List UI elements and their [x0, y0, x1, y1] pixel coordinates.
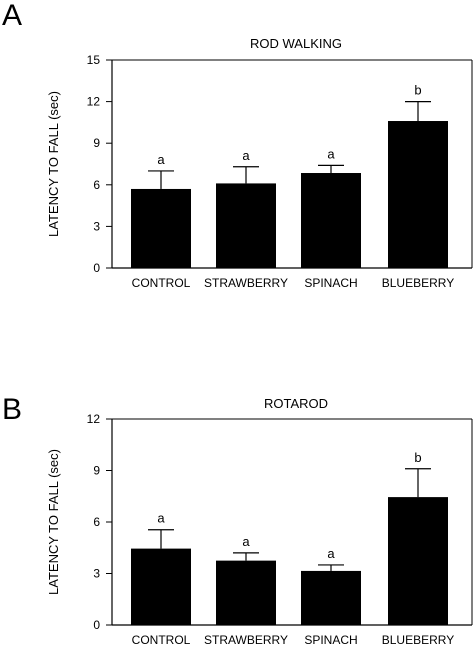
significance-label: a [157, 511, 165, 526]
panel-letter: B [2, 393, 23, 426]
y-axis-label: LATENCY TO FALL (sec) [46, 449, 61, 595]
significance-label: a [242, 148, 250, 163]
y-tick-label: 9 [93, 464, 100, 478]
rod-walking-chart: ROD WALKING 0 3 6 9 12 15 LATENCY TO FALL (sec)… [46, 36, 473, 290]
bar [131, 188, 191, 268]
y-tick-label: 9 [93, 136, 100, 150]
panel-letter: A [2, 0, 23, 32]
panel-a: A ROD WALKING 0 3 6 9 12 15 LATENCY TO FALL (se… [0, 0, 474, 320]
bar [388, 121, 448, 268]
y-tick-label: 6 [93, 515, 100, 529]
category-label: BLUEBERRY [382, 633, 454, 645]
significance-label: a [327, 146, 335, 161]
category-label: SPINACH [304, 633, 357, 645]
category-label: CONTROL [132, 633, 191, 645]
bar [216, 560, 276, 625]
significance-label: a [157, 152, 165, 167]
significance-label: b [414, 450, 421, 465]
panel-b: B ROTAROD 0 3 6 9 12 LATENCY TO FALL (sec) a CON… [0, 392, 474, 645]
bar [216, 183, 276, 268]
category-label: BLUEBERRY [382, 276, 454, 290]
chart-title: ROTAROD [264, 396, 328, 411]
y-tick-label: 6 [93, 178, 100, 192]
category-label: STRAWBERRY [204, 276, 288, 290]
significance-label: b [414, 83, 421, 98]
y-tick-label: 0 [93, 261, 100, 275]
y-tick-label: 3 [93, 219, 100, 233]
bar [131, 548, 191, 625]
category-label: STRAWBERRY [204, 633, 288, 645]
bar [388, 497, 448, 625]
y-tick-label: 12 [87, 95, 101, 109]
chart-title: ROD WALKING [250, 36, 342, 51]
y-tick-label: 12 [87, 412, 101, 426]
significance-label: a [242, 534, 250, 549]
category-label: SPINACH [304, 276, 357, 290]
y-tick-label: 0 [93, 618, 100, 632]
bar [301, 570, 361, 625]
significance-label: a [327, 546, 335, 561]
rotarod-chart: ROTAROD 0 3 6 9 12 LATENCY TO FALL (sec) a CONTR… [46, 396, 473, 645]
y-axis-label: LATENCY TO FALL (sec) [46, 91, 61, 237]
y-tick-label: 3 [93, 567, 100, 581]
bar [301, 173, 361, 268]
y-tick-label: 15 [87, 53, 101, 67]
category-label: CONTROL [132, 276, 191, 290]
